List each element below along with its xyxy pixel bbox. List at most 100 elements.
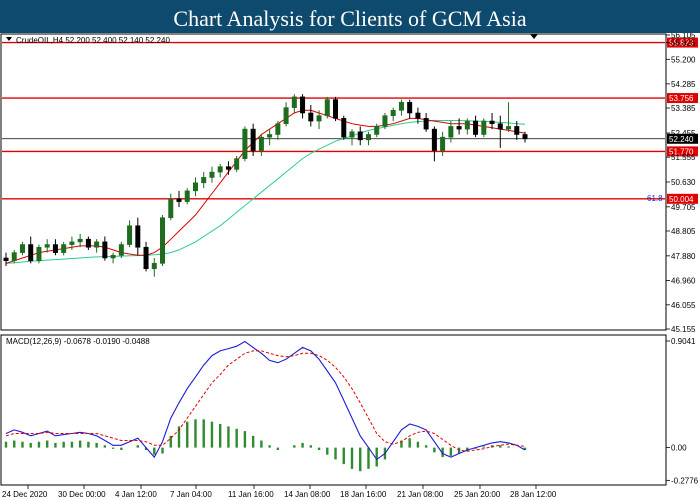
candle-body-26 [217,166,223,173]
candle-body-55 [456,126,462,130]
candle-body-57 [473,120,479,135]
macd-indicator: 0.9041 0.00 -0.2776 [4,337,699,485]
macd-title: MACD(12,26,9) -0.0678 -0.0190 -0.0488 [6,337,150,346]
level-tag-label-3: 50.004 [669,195,694,204]
candle-body-50 [415,112,421,119]
level-tag-3 [667,193,698,204]
candle-body-47 [390,110,396,116]
level-lines: 55.823 53.756 51.770 50.004 52.240 [2,37,698,204]
candle-body-23 [192,182,198,192]
candle-body-60 [497,123,503,130]
candle-body-10 [85,238,91,248]
candle-body-31 [258,136,264,151]
candle-body-45 [374,126,380,135]
sma-fast-line [5,109,526,264]
current-price-label: 52.240 [669,135,694,144]
candle-body-29 [242,128,248,159]
candle-body-13 [110,254,116,259]
current-price-tag [667,133,698,144]
candle-body-46 [382,115,388,127]
candle-body-25 [209,171,215,178]
page-title: Chart Analysis for Clients of GCM Asia [173,6,527,31]
price-tick-label-8: 49.705 [671,203,696,212]
candle-body-38 [316,115,322,122]
candle-body-16 [135,225,141,248]
price-tick-label-7: 50.630 [671,178,696,187]
price-tick-label-11: 46.960 [671,277,696,286]
candle-body-41 [341,118,347,138]
time-tick-label-4: 11 Jan 16:00 [228,490,274,499]
candle-body-58 [481,120,487,135]
candle-body-20 [168,198,174,219]
level-tag-label-1: 53.756 [669,94,694,103]
candle-body-27 [225,166,231,170]
signal-line [5,350,526,452]
candle-body-9 [77,238,83,243]
candle-body-18 [151,263,157,270]
time-tick-label-9: 28 Jan 12:00 [510,490,557,499]
candle-body-52 [431,128,437,151]
candle-body-2 [19,244,25,253]
price-tick-label-12: 46.055 [671,301,696,310]
price-tick-label-13: 45.155 [671,325,696,334]
candle-body-15 [127,225,133,245]
level-tag-label-2: 51.770 [669,147,694,156]
time-tick-label-6: 18 Jan 16:00 [340,490,387,499]
candle-body-6 [52,244,58,253]
time-tick-label-5: 14 Jan 08:00 [284,490,331,499]
level-tag-label-0: 55.823 [669,39,694,48]
time-tick-label-2: 4 Jan 12:00 [115,490,157,499]
candle-body-34 [283,107,289,125]
price-tick-label-9: 48.805 [671,227,696,236]
candle-body-42 [349,131,355,138]
price-tick-label-10: 47.880 [671,252,696,261]
candle-body-19 [160,217,166,264]
candle-body-14 [118,244,124,256]
price-tick-label-2: 55.200 [671,55,696,64]
candle-body-17 [143,246,149,270]
candle-body-3 [28,244,34,261]
time-tick-label-7: 21 Jan 08:00 [397,490,444,499]
candle-body-51 [423,118,429,130]
macd-line [5,340,526,461]
fib-label: 61.8 [647,194,663,203]
price-tick-label-0: 56.105 [671,33,696,40]
candle-body-21 [176,198,182,202]
candle-body-32 [267,134,273,138]
candle-body-48 [398,101,404,111]
candle-body-11 [94,241,100,248]
time-tick-label-1: 30 Dec 00:00 [58,490,106,499]
price-tick-label-5: 52.455 [671,129,696,138]
macd-tick-label-1: 0.00 [671,444,687,453]
level-tag-2 [667,146,698,157]
candle-body-40 [333,99,339,119]
candle-body-39 [324,99,330,116]
candle-body-43 [357,131,363,141]
sma-slow-line [5,120,526,264]
candle-body-24 [201,177,207,184]
dropdown-marker-icon [6,37,12,41]
candles [3,94,528,277]
candle-body-35 [291,96,297,108]
candle-body-28 [234,158,240,170]
candle-body-4 [36,246,42,261]
candle-body-44 [365,134,371,141]
candle-body-37 [308,112,314,122]
candle-body-53 [440,136,446,151]
level-tag-1 [667,93,698,104]
candle-body-56 [464,120,470,130]
candle-body-33 [275,123,281,135]
price-chart-svg: 55.823 53.756 51.770 50.004 52.240 0.9041 0.0… [0,33,699,499]
chart-area: 55.823 53.756 51.770 50.004 52.240 0.9041 0.0… [0,33,700,500]
price-panel-frame [0,33,667,331]
candle-body-5 [44,244,50,248]
macd-panel-frame [0,334,667,486]
shift-marker-icon [530,34,538,39]
macd-tick-label-2: -0.2776 [671,476,699,485]
candle-body-22 [184,190,190,202]
price-tick-label-1: 55.825 [671,39,696,48]
candle-body-63 [522,134,528,140]
candle-body-8 [69,241,75,245]
candle-body-1 [11,252,17,261]
